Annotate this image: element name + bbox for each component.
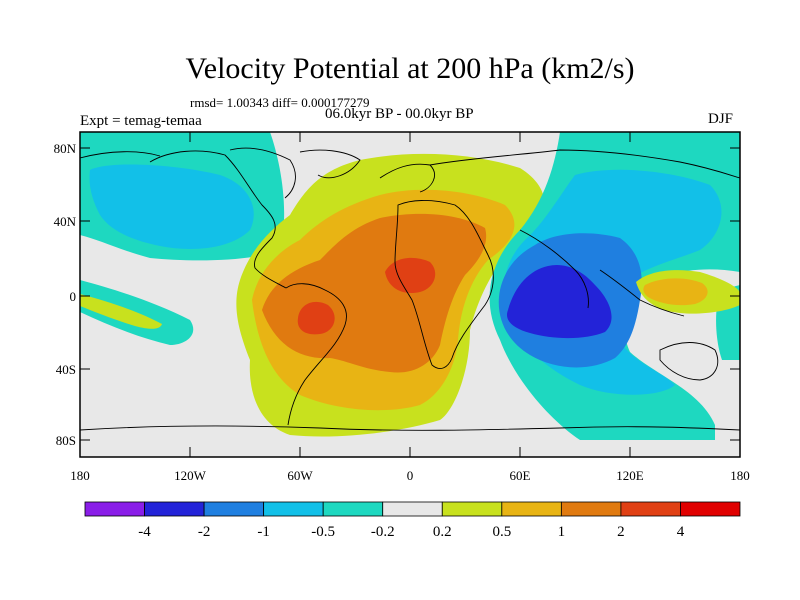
colorbar-swatch: [501, 501, 562, 517]
lon-tick-label: 60W: [287, 468, 313, 483]
colorbar: -4 -2 -1 -0.5 -0.2 0.2 0.5 1 2 4: [84, 501, 741, 540]
colorbar-label: -4: [138, 524, 151, 540]
lon-tick-label: 120W: [174, 468, 207, 483]
lon-tick-label: 120E: [616, 468, 644, 483]
colorbar-swatch: [680, 501, 741, 517]
colorbar-label: 0.5: [492, 524, 511, 540]
colorbar-label: 2: [617, 524, 625, 540]
colorbar-label: 1: [558, 524, 566, 540]
colorbar-swatch: [144, 501, 205, 517]
colorbar-label: 4: [677, 524, 685, 540]
colorbar-swatch: [441, 501, 503, 517]
colorbar-label: -0.2: [371, 524, 395, 540]
contour-lime-tropical-pacific-band: [80, 294, 162, 329]
lat-tick-label: 40S: [56, 362, 76, 377]
contour-amber-maritime: [643, 278, 708, 306]
colorbar-swatch: [322, 501, 384, 517]
colorbar-swatch: [620, 501, 681, 517]
stats-label: rmsd= 1.00343 diff= 0.000177279: [190, 95, 370, 110]
lat-tick-label: 40N: [54, 214, 77, 229]
lat-tick-label: 80S: [56, 433, 76, 448]
colorbar-swatch: [203, 501, 265, 517]
colorbar-label: -1: [257, 524, 270, 540]
contour-red-north-africa: [385, 257, 436, 294]
chart-title: Velocity Potential at 200 hPa (km2/s): [185, 52, 635, 85]
period-label: 06.0kyr BP - 00.0kyr BP: [325, 106, 474, 122]
colorbar-label: -0.5: [311, 524, 335, 540]
season-label: DJF: [708, 111, 734, 127]
lat-tick-label: 0: [70, 289, 77, 304]
lon-tick-label: 0: [407, 468, 414, 483]
contour-darkblue-indian: [506, 264, 612, 339]
lon-tick-label: 60E: [510, 468, 531, 483]
experiment-label: Expt = temag-temaa: [80, 113, 202, 129]
colorbar-swatch: [382, 501, 443, 517]
lon-tick-label: 180: [730, 468, 750, 483]
colorbar-swatch: [84, 501, 145, 517]
map-field: [80, 132, 740, 457]
coastlines: [80, 147, 740, 431]
lon-tick-label: 180: [70, 468, 90, 483]
colorbar-label: 0.2: [433, 524, 452, 540]
contour-cyan-north-pacific: [89, 164, 254, 249]
lon-axis: 180 120W 60W 0 60E 120E 180: [70, 132, 750, 483]
lat-axis: 80N 40N 0 40S 80S: [54, 141, 740, 448]
colorbar-swatch: [263, 501, 324, 517]
contour-red-amazon: [297, 301, 335, 335]
lat-tick-label: 80N: [54, 141, 77, 156]
colorbar-label: -2: [198, 524, 211, 540]
colorbar-swatch: [560, 501, 622, 517]
